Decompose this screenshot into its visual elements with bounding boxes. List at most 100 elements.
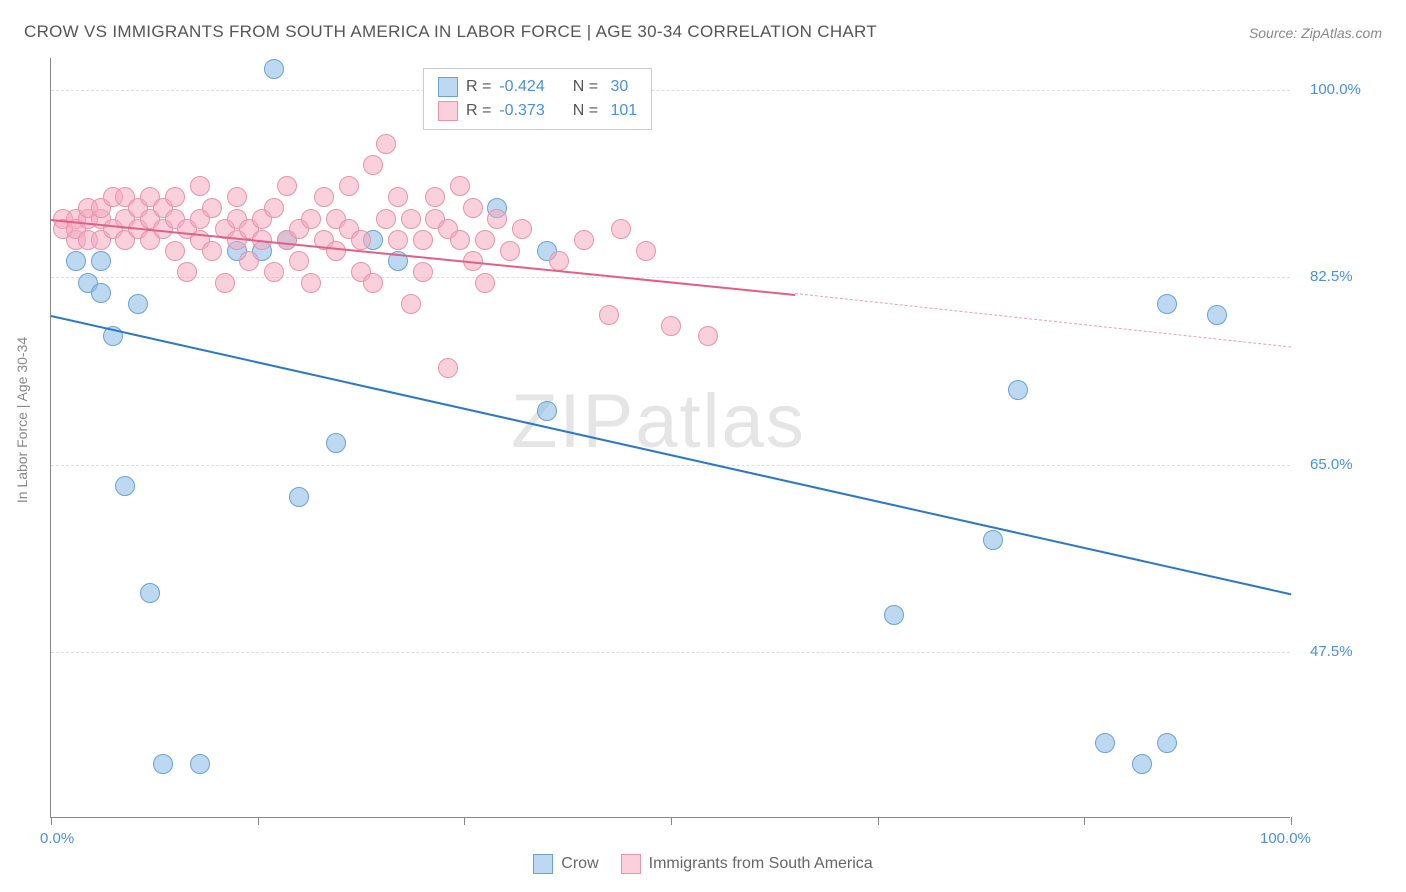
y-tick-label: 47.5% bbox=[1310, 643, 1353, 660]
data-point bbox=[202, 198, 222, 218]
data-point bbox=[413, 262, 433, 282]
swatch-icon bbox=[438, 77, 458, 97]
data-point bbox=[190, 754, 210, 774]
data-point bbox=[326, 433, 346, 453]
stat-r-label: R = bbox=[466, 78, 491, 96]
gridline bbox=[51, 465, 1290, 466]
data-point bbox=[301, 209, 321, 229]
data-point bbox=[388, 230, 408, 250]
stat-n-value: 101 bbox=[606, 102, 637, 120]
x-tick bbox=[878, 817, 879, 825]
x-tick bbox=[671, 817, 672, 825]
data-point bbox=[1095, 733, 1115, 753]
data-point bbox=[599, 305, 619, 325]
data-point bbox=[239, 251, 259, 271]
trend-line bbox=[51, 315, 1291, 595]
data-point bbox=[388, 187, 408, 207]
stat-r-value: -0.424 bbox=[499, 78, 544, 96]
data-point bbox=[450, 176, 470, 196]
data-point bbox=[339, 176, 359, 196]
legend-item-crow: Crow bbox=[533, 854, 598, 874]
gridline bbox=[51, 90, 1290, 91]
data-point bbox=[115, 476, 135, 496]
stat-r-label: R = bbox=[466, 102, 491, 120]
legend-label: Immigrants from South America bbox=[649, 855, 873, 873]
data-point bbox=[140, 583, 160, 603]
data-point bbox=[66, 251, 86, 271]
x-tick bbox=[464, 817, 465, 825]
y-tick-label: 100.0% bbox=[1310, 81, 1361, 98]
data-point bbox=[1132, 754, 1152, 774]
data-point bbox=[549, 251, 569, 271]
data-point bbox=[314, 187, 334, 207]
x-tick-label: 0.0% bbox=[40, 830, 74, 847]
legend-item-immigrants: Immigrants from South America bbox=[621, 854, 873, 874]
data-point bbox=[1157, 733, 1177, 753]
chart-title: CROW VS IMMIGRANTS FROM SOUTH AMERICA IN… bbox=[24, 22, 877, 42]
x-tick bbox=[1084, 817, 1085, 825]
data-point bbox=[512, 219, 532, 239]
data-point bbox=[636, 241, 656, 261]
data-point bbox=[574, 230, 594, 250]
stat-n-value: 30 bbox=[606, 78, 628, 96]
data-point bbox=[301, 273, 321, 293]
stat-n-label: N = bbox=[573, 78, 598, 96]
data-point bbox=[91, 283, 111, 303]
data-point bbox=[983, 530, 1003, 550]
data-point bbox=[264, 262, 284, 282]
x-tick bbox=[51, 817, 52, 825]
data-point bbox=[438, 358, 458, 378]
data-point bbox=[165, 187, 185, 207]
swatch-icon bbox=[438, 101, 458, 121]
legend-label: Crow bbox=[561, 855, 598, 873]
swatch-icon bbox=[621, 854, 641, 874]
scatter-chart: ZIPatlas R =-0.424N = 30R =-0.373N = 101 bbox=[50, 58, 1290, 818]
data-point bbox=[215, 273, 235, 293]
x-tick-label: 100.0% bbox=[1260, 830, 1311, 847]
data-point bbox=[289, 487, 309, 507]
stat-n-label: N = bbox=[573, 102, 598, 120]
data-point bbox=[537, 401, 557, 421]
swatch-icon bbox=[533, 854, 553, 874]
gridline bbox=[51, 652, 1290, 653]
x-tick bbox=[258, 817, 259, 825]
data-point bbox=[413, 230, 433, 250]
legend-stat-row: R = -0.424 N = 30 bbox=[438, 75, 637, 99]
data-point bbox=[190, 176, 210, 196]
data-point bbox=[363, 273, 383, 293]
data-point bbox=[227, 187, 247, 207]
data-point bbox=[277, 176, 297, 196]
data-point bbox=[661, 316, 681, 336]
data-point bbox=[376, 134, 396, 154]
data-point bbox=[264, 198, 284, 218]
data-point bbox=[401, 209, 421, 229]
legend-bottom: Crow Immigrants from South America bbox=[0, 854, 1406, 874]
y-tick-label: 65.0% bbox=[1310, 456, 1353, 473]
legend-top: R = -0.424 N = 30 R = -0.373 N = 101 bbox=[423, 68, 652, 130]
data-point bbox=[884, 605, 904, 625]
data-point bbox=[487, 209, 507, 229]
data-point bbox=[611, 219, 631, 239]
data-point bbox=[463, 198, 483, 218]
data-point bbox=[475, 230, 495, 250]
data-point bbox=[153, 754, 173, 774]
data-point bbox=[363, 155, 383, 175]
data-point bbox=[202, 241, 222, 261]
data-point bbox=[91, 251, 111, 271]
data-point bbox=[698, 326, 718, 346]
data-point bbox=[450, 230, 470, 250]
data-point bbox=[500, 241, 520, 261]
data-point bbox=[475, 273, 495, 293]
data-point bbox=[1008, 380, 1028, 400]
y-tick-label: 82.5% bbox=[1310, 268, 1353, 285]
legend-stat-row: R = -0.373 N = 101 bbox=[438, 99, 637, 123]
x-tick bbox=[1291, 817, 1292, 825]
data-point bbox=[1207, 305, 1227, 325]
gridline bbox=[51, 277, 1290, 278]
data-point bbox=[425, 187, 445, 207]
data-point bbox=[376, 209, 396, 229]
data-point bbox=[128, 294, 148, 314]
stat-r-value: -0.373 bbox=[499, 102, 544, 120]
source-attribution: Source: ZipAtlas.com bbox=[1249, 25, 1382, 41]
data-point bbox=[326, 241, 346, 261]
